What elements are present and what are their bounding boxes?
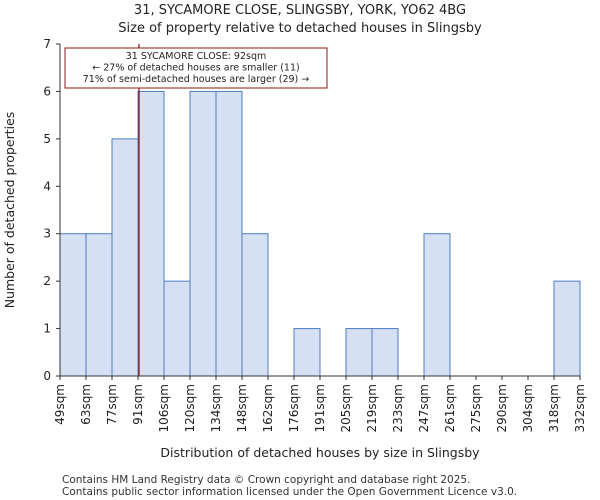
histogram-chart: 0 1 2 3 4 5 6 7 49sqm 63sqm 77sqm 91sqm 106sqm 120sq… (2, 37, 587, 460)
y-tick-label: 5 (43, 132, 51, 146)
x-ticks-group: 49sqm 63sqm 77sqm 91sqm 106sqm 120sqm 134sqm 14… (53, 376, 587, 432)
y-tick-label: 0 (43, 369, 51, 383)
x-tick-label: 290sqm (495, 384, 509, 432)
x-tick-label: 77sqm (105, 384, 119, 425)
histogram-bar (137, 90, 165, 377)
annotation-line-1: 31 SYCAMORE CLOSE: 92sqm (126, 51, 267, 62)
annotation-line-2: ← 27% of detached houses are smaller (11… (92, 63, 299, 74)
x-tick-label: 191sqm (313, 384, 327, 432)
histogram-bar (371, 328, 399, 377)
histogram-bar (163, 280, 191, 377)
y-tick-label: 1 (43, 322, 51, 336)
histogram-bar (189, 90, 217, 377)
x-tick-label: 233sqm (391, 384, 405, 432)
histogram-bar (293, 328, 321, 377)
y-tick-label: 3 (43, 227, 51, 241)
y-tick-label: 6 (43, 84, 51, 98)
histogram-bar (59, 233, 87, 377)
x-tick-label: 219sqm (365, 384, 379, 432)
x-tick-label: 261sqm (443, 384, 457, 432)
chart-subtitle: Size of property relative to detached ho… (118, 21, 482, 36)
x-axis-label: Distribution of detached houses by size … (160, 445, 480, 460)
annotation-box (64, 47, 328, 89)
histogram-bar (423, 233, 451, 377)
histogram-bar (345, 328, 373, 377)
x-tick-label: 148sqm (235, 384, 249, 432)
footer-line-2: Contains public sector information licen… (62, 486, 518, 498)
histogram-bar (85, 233, 113, 377)
annotation-line-3: 71% of semi-detached houses are larger (… (83, 74, 310, 85)
x-tick-label: 134sqm (209, 384, 223, 432)
x-tick-label: 49sqm (53, 384, 67, 425)
x-tick-label: 304sqm (521, 384, 535, 432)
x-tick-label: 120sqm (183, 384, 197, 432)
histogram-bar (111, 138, 139, 377)
footer-line-1: Contains HM Land Registry data © Crown c… (62, 474, 471, 486)
histogram-bar (215, 90, 243, 377)
x-tick-label: 318sqm (547, 384, 561, 432)
x-tick-label: 332sqm (573, 384, 587, 432)
y-tick-label: 2 (43, 274, 51, 288)
histogram-bar (241, 233, 269, 377)
x-tick-label: 162sqm (261, 384, 275, 432)
x-tick-label: 247sqm (417, 384, 431, 432)
x-tick-label: 205sqm (339, 384, 353, 432)
x-tick-label: 91sqm (131, 384, 145, 425)
x-tick-label: 275sqm (469, 384, 483, 432)
bars-group (59, 90, 581, 377)
y-tick-label: 4 (43, 179, 51, 193)
chart-title: 31, SYCAMORE CLOSE, SLINGSBY, YORK, YO62… (133, 3, 467, 18)
x-tick-label: 63sqm (79, 384, 93, 425)
x-tick-label: 106sqm (157, 384, 171, 432)
y-tick-label: 7 (43, 37, 51, 51)
property-annotation: 31 SYCAMORE CLOSE: 92sqm ← 27% of detach… (64, 47, 328, 89)
histogram-bar (553, 280, 581, 377)
y-ticks-group: 0 1 2 3 4 5 6 7 (43, 37, 60, 383)
y-axis-label: Number of detached properties (2, 112, 17, 309)
x-tick-label: 176sqm (287, 384, 301, 432)
